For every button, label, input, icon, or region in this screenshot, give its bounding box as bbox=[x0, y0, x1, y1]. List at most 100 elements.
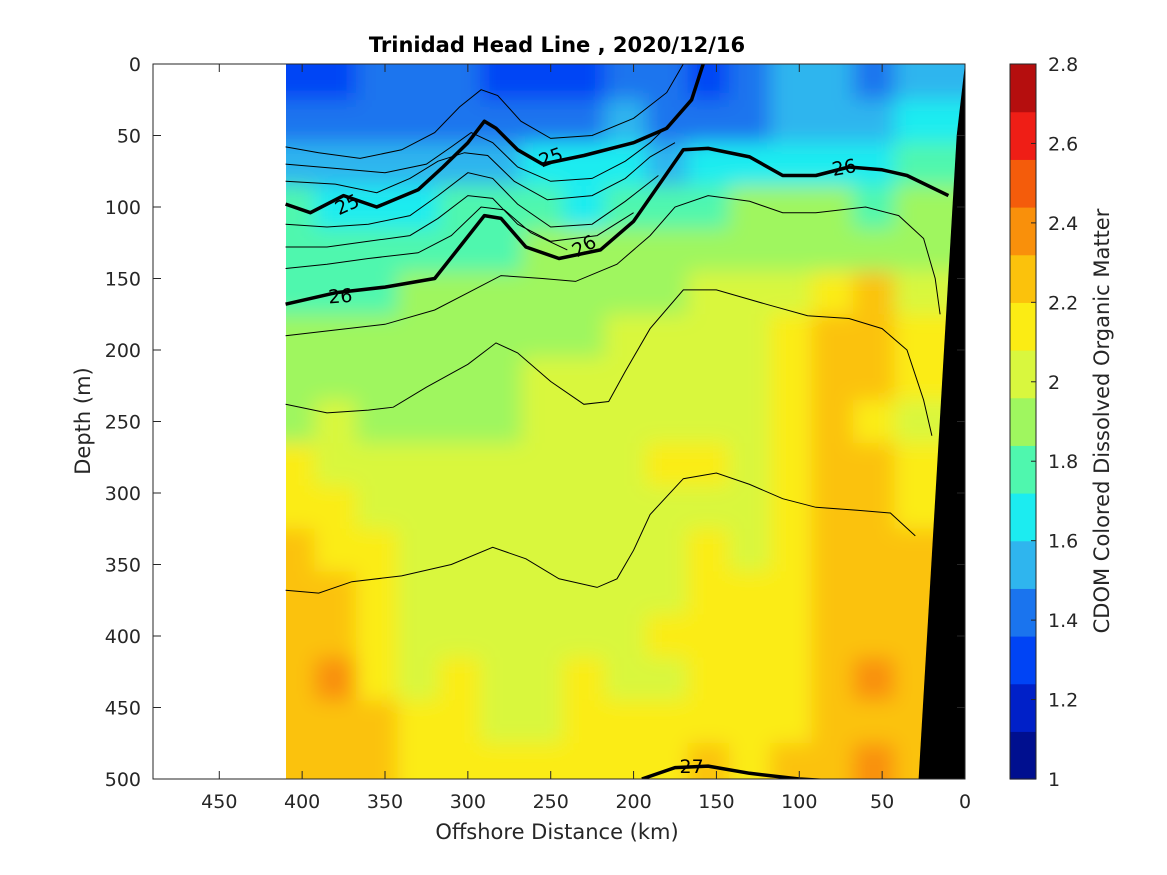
density-contour-25 bbox=[285, 64, 705, 215]
heatmap-cell bbox=[397, 314, 440, 359]
heatmap-cell bbox=[728, 185, 772, 230]
heatmap-cell bbox=[563, 528, 606, 573]
heatmap-cell bbox=[438, 314, 482, 359]
heatmap-cell bbox=[356, 400, 399, 444]
heatmap-cell bbox=[356, 443, 399, 487]
heatmap-cell bbox=[397, 700, 440, 745]
heatmap-cell bbox=[687, 743, 730, 779]
heatmap-cell bbox=[728, 314, 772, 359]
heatmap-cell bbox=[480, 357, 523, 401]
heatmap-cell bbox=[397, 185, 440, 230]
heatmap-cell bbox=[286, 443, 316, 487]
heatmap-cell bbox=[728, 357, 772, 401]
heatmap-cell bbox=[853, 64, 896, 101]
heatmap-cell bbox=[728, 700, 772, 745]
y-tick-label: 100 bbox=[105, 197, 141, 219]
x-tick-label: 150 bbox=[698, 791, 734, 813]
heatmap-cell bbox=[853, 357, 896, 401]
heatmap-cell bbox=[438, 485, 482, 530]
density-contour-thin bbox=[285, 172, 659, 228]
heatmap-cell bbox=[356, 99, 399, 144]
heatmap-cell bbox=[811, 528, 855, 573]
colorbar-tick-label: 2.8 bbox=[1048, 54, 1078, 76]
heatmap-cell bbox=[314, 443, 357, 487]
heatmap-cell bbox=[604, 228, 647, 273]
heatmap-cell bbox=[687, 400, 730, 444]
colorbar-segment bbox=[1010, 445, 1036, 494]
colorbar-segment bbox=[1010, 159, 1036, 208]
heatmap-cell bbox=[853, 443, 896, 487]
heatmap-cell bbox=[770, 185, 813, 230]
heatmap-cell bbox=[853, 614, 896, 659]
heatmap-cell bbox=[314, 357, 357, 401]
heatmap-cell bbox=[521, 485, 565, 530]
y-axis: 0 50 100 150 200 250 300 350 400 450 500 bbox=[105, 54, 965, 791]
heatmap-cell bbox=[770, 571, 813, 616]
heatmap-cell bbox=[286, 614, 316, 659]
heatmap-cell bbox=[687, 700, 730, 745]
heatmap-cell bbox=[397, 228, 440, 273]
heatmap-cell bbox=[770, 485, 813, 530]
heatmap-cell bbox=[563, 400, 606, 444]
density-contour-thin bbox=[285, 195, 634, 248]
heatmap-cell bbox=[853, 314, 896, 359]
heatmap-cell bbox=[521, 228, 565, 273]
heatmap-cell bbox=[480, 443, 523, 487]
heatmap-cell bbox=[770, 271, 813, 316]
heatmap-cell bbox=[853, 571, 896, 616]
y-tick-label: 0 bbox=[129, 54, 141, 76]
heatmap-cell bbox=[397, 571, 440, 616]
heatmap-cell bbox=[521, 528, 565, 573]
y-tick-label: 300 bbox=[105, 483, 141, 505]
heatmap-cell bbox=[314, 657, 357, 702]
heatmap-cell bbox=[286, 228, 316, 273]
y-tick-label: 350 bbox=[105, 555, 141, 577]
x-tick-label: 0 bbox=[959, 791, 971, 813]
heatmap-cell bbox=[480, 64, 523, 101]
heatmap-cell bbox=[853, 99, 896, 144]
heatmap-cell bbox=[480, 700, 523, 745]
x-tick-label: 100 bbox=[781, 791, 817, 813]
contour-label-text: 26 bbox=[830, 155, 858, 181]
heatmap-cell bbox=[811, 228, 855, 273]
heatmap-cell bbox=[563, 271, 606, 316]
heatmap-cell bbox=[480, 614, 523, 659]
heatmap-cell bbox=[563, 700, 606, 745]
heatmap-cell bbox=[356, 528, 399, 573]
heatmap-cell bbox=[563, 443, 606, 487]
heatmap-cell bbox=[853, 700, 896, 745]
heatmap-cell bbox=[811, 314, 855, 359]
heatmap-cell bbox=[563, 614, 606, 659]
heatmap-cell bbox=[604, 314, 647, 359]
heatmap-cell bbox=[687, 99, 730, 144]
colorbar-tick-label: 2 bbox=[1048, 372, 1060, 394]
heatmap-cell bbox=[853, 743, 896, 779]
colorbar-segment bbox=[1010, 731, 1036, 780]
density-contour-27 bbox=[641, 764, 830, 779]
heatmap-cell bbox=[521, 99, 565, 144]
heatmap-cell bbox=[646, 64, 689, 101]
x-tick-label: 450 bbox=[201, 791, 237, 813]
heatmap-cell bbox=[521, 314, 565, 359]
x-axis: 450 400 350 300 250 200 150 100 50 0 bbox=[201, 64, 971, 813]
heatmap-cell bbox=[563, 571, 606, 616]
heatmap-cell bbox=[314, 99, 357, 144]
colorbar-segment bbox=[1010, 683, 1036, 732]
heatmap-cell bbox=[438, 700, 482, 745]
colorbar-tick-label: 1.8 bbox=[1048, 451, 1078, 473]
heatmap-cell bbox=[853, 657, 896, 702]
heatmap-cell bbox=[646, 99, 689, 144]
colorbar-segment bbox=[1010, 64, 1036, 113]
heatmap-cell bbox=[286, 657, 316, 702]
heatmap-cell bbox=[286, 700, 316, 745]
density-contour-thin bbox=[285, 99, 692, 182]
contour-label-text: 27 bbox=[680, 756, 704, 778]
density-contour-thin bbox=[285, 472, 916, 594]
heatmap-cell bbox=[356, 314, 399, 359]
heatmap-cell bbox=[604, 64, 647, 101]
heatmap-cell bbox=[314, 743, 357, 779]
heatmap-cell bbox=[811, 657, 855, 702]
heatmap-cell bbox=[563, 314, 606, 359]
colorbar-segment bbox=[1010, 588, 1036, 637]
heatmap-cell bbox=[356, 700, 399, 745]
